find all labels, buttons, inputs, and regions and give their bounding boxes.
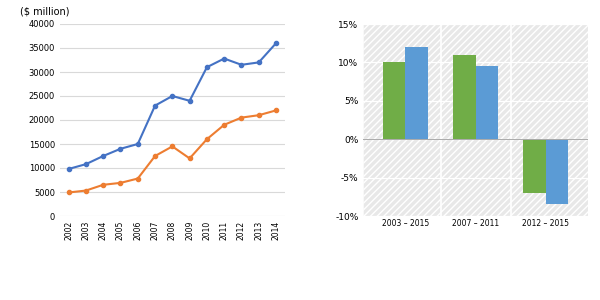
Export [203,65,211,69]
Export [169,94,176,98]
Bar [364,24,588,216]
Import [65,191,72,194]
Line: Import: Import [67,108,278,195]
Export [151,104,158,107]
Export [82,162,89,166]
Bar [453,55,476,139]
Import [151,154,158,158]
Import [203,137,211,141]
Export [134,142,142,146]
Export [65,167,72,171]
Export [186,99,193,103]
Export [272,41,280,45]
Import [117,181,124,185]
Line: Export: Export [67,41,278,171]
Import [272,109,280,112]
Import [255,113,262,117]
Import [221,123,228,127]
Bar [546,139,568,205]
Import [134,177,142,180]
Import [82,189,89,192]
Export [117,147,124,151]
Export [221,57,228,60]
Bar [406,47,428,139]
Import [238,116,245,119]
Bar [523,139,546,193]
Text: ($ million): ($ million) [20,6,69,16]
Import [186,157,193,160]
Export [255,61,262,64]
Import [100,183,107,187]
Bar [476,66,498,139]
Export [100,154,107,158]
Import [169,145,176,148]
Bar [383,62,406,139]
Export [238,63,245,67]
